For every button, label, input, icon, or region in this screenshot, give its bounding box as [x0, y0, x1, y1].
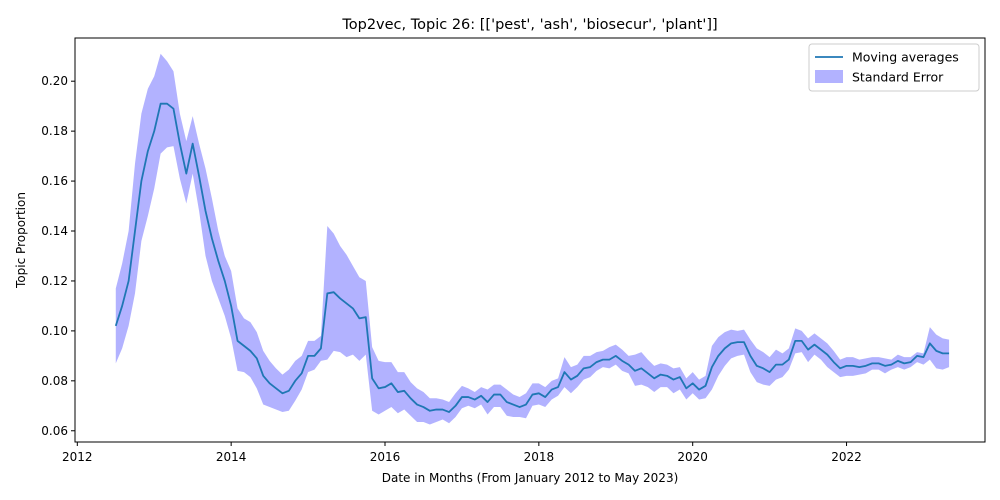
x-tick-label: 2012: [62, 450, 93, 464]
x-tick-label: 2022: [831, 450, 862, 464]
plot-frame: [74, 37, 986, 443]
chart-title: Top2vec, Topic 26: [['pest', 'ash', 'bio…: [341, 17, 717, 33]
legend-label-standard-error: Standard Error: [852, 70, 944, 85]
legend-band-swatch: [815, 70, 843, 83]
x-axis: 2012 2014 2016 2018 2020 2022: [62, 442, 862, 464]
legend: Moving averages Standard Error: [808, 43, 980, 92]
plot-area: [114, 53, 950, 425]
y-tick-label: 0.18: [41, 124, 68, 138]
x-axis-label: Date in Months (From January 2012 to May…: [382, 471, 679, 485]
x-tick-label: 2020: [677, 450, 708, 464]
x-tick-label: 2014: [216, 450, 247, 464]
x-tick-label: 2016: [370, 450, 401, 464]
y-tick-label: 0.12: [41, 274, 68, 288]
moving-average-line: [114, 102, 950, 413]
y-tick-label: 0.08: [41, 374, 68, 388]
standard-error-band: [115, 53, 950, 425]
y-axis: 0.06 0.08 0.10 0.12 0.14 0.16 0.18 0.20: [41, 74, 75, 438]
y-axis-label: Topic Proportion: [14, 192, 28, 289]
y-tick-label: 0.06: [41, 424, 68, 438]
legend-box: [808, 43, 980, 92]
y-tick-label: 0.16: [41, 174, 68, 188]
y-tick-label: 0.10: [41, 324, 68, 338]
y-tick-label: 0.14: [41, 224, 68, 238]
y-tick-label: 0.20: [41, 74, 68, 88]
legend-label-moving-averages: Moving averages: [852, 50, 959, 65]
x-tick-label: 2018: [524, 450, 555, 464]
